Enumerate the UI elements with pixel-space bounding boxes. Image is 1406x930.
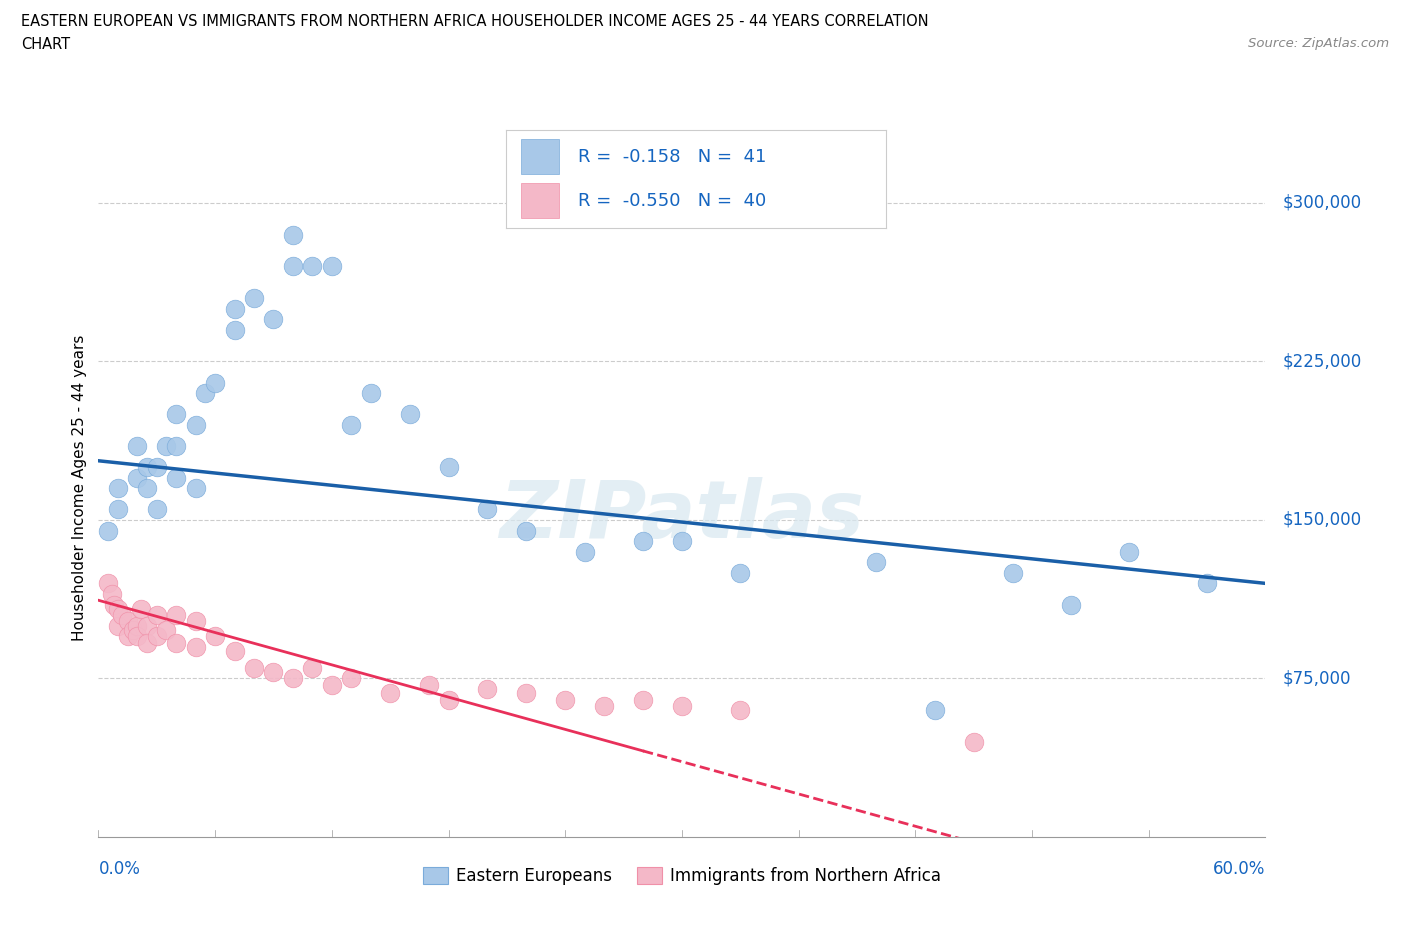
Y-axis label: Householder Income Ages 25 - 44 years: Householder Income Ages 25 - 44 years bbox=[72, 335, 87, 642]
Point bbox=[127, 471, 149, 485]
Point bbox=[340, 418, 363, 432]
Point bbox=[204, 629, 226, 644]
Point bbox=[155, 622, 177, 637]
Point bbox=[281, 259, 304, 273]
Point bbox=[477, 502, 499, 517]
Legend: Eastern Europeans, Immigrants from Northern Africa: Eastern Europeans, Immigrants from North… bbox=[416, 860, 948, 892]
Text: R =  -0.158   N =  41: R = -0.158 N = 41 bbox=[578, 148, 766, 166]
Point bbox=[224, 323, 246, 338]
Point bbox=[97, 576, 120, 591]
Text: 0.0%: 0.0% bbox=[98, 860, 141, 878]
Point bbox=[165, 471, 187, 485]
Point bbox=[136, 618, 159, 633]
Point bbox=[340, 671, 363, 686]
Point bbox=[515, 685, 537, 700]
Text: CHART: CHART bbox=[21, 37, 70, 52]
Point bbox=[224, 644, 246, 658]
Point bbox=[129, 602, 152, 617]
Point bbox=[301, 660, 323, 675]
Point bbox=[184, 418, 207, 432]
Point bbox=[301, 259, 323, 273]
Point bbox=[243, 290, 266, 305]
Point bbox=[730, 565, 752, 580]
Point bbox=[1060, 597, 1083, 612]
Point bbox=[204, 375, 226, 390]
Point bbox=[107, 481, 129, 496]
Point bbox=[593, 698, 616, 713]
Point bbox=[671, 534, 693, 549]
Point bbox=[418, 677, 440, 692]
Point bbox=[107, 602, 129, 617]
Point bbox=[281, 227, 304, 242]
Point bbox=[962, 735, 984, 750]
Point bbox=[146, 629, 169, 644]
Point bbox=[136, 459, 159, 474]
Point bbox=[165, 439, 187, 454]
Text: R =  -0.550   N =  40: R = -0.550 N = 40 bbox=[578, 192, 766, 209]
Point bbox=[360, 386, 382, 401]
Point bbox=[146, 459, 169, 474]
Point bbox=[631, 692, 654, 707]
Point bbox=[398, 406, 420, 421]
Point bbox=[97, 523, 120, 538]
Text: $225,000: $225,000 bbox=[1282, 352, 1361, 370]
Point bbox=[107, 502, 129, 517]
Point bbox=[101, 587, 124, 602]
Point bbox=[184, 481, 207, 496]
Point bbox=[165, 406, 187, 421]
Point bbox=[1001, 565, 1024, 580]
Point bbox=[437, 459, 460, 474]
Point bbox=[554, 692, 576, 707]
Point bbox=[321, 259, 343, 273]
Point bbox=[136, 481, 159, 496]
FancyBboxPatch shape bbox=[522, 139, 560, 174]
Point bbox=[437, 692, 460, 707]
Point bbox=[103, 597, 125, 612]
Point bbox=[1195, 576, 1218, 591]
Point bbox=[127, 629, 149, 644]
Point bbox=[117, 629, 139, 644]
Point bbox=[262, 665, 284, 680]
Text: $75,000: $75,000 bbox=[1282, 670, 1351, 687]
Point bbox=[111, 607, 134, 622]
Point bbox=[574, 544, 596, 559]
Point bbox=[184, 614, 207, 629]
Text: EASTERN EUROPEAN VS IMMIGRANTS FROM NORTHERN AFRICA HOUSEHOLDER INCOME AGES 25 -: EASTERN EUROPEAN VS IMMIGRANTS FROM NORT… bbox=[21, 14, 929, 29]
Point bbox=[631, 534, 654, 549]
Point bbox=[671, 698, 693, 713]
Point bbox=[107, 618, 129, 633]
Text: $300,000: $300,000 bbox=[1282, 194, 1361, 212]
Point bbox=[243, 660, 266, 675]
Point bbox=[146, 607, 169, 622]
Point bbox=[127, 439, 149, 454]
Text: Source: ZipAtlas.com: Source: ZipAtlas.com bbox=[1249, 37, 1389, 50]
Point bbox=[378, 685, 402, 700]
Point bbox=[136, 635, 159, 650]
Point bbox=[194, 386, 217, 401]
Point bbox=[155, 439, 177, 454]
FancyBboxPatch shape bbox=[522, 183, 560, 219]
Point bbox=[184, 639, 207, 654]
Text: $150,000: $150,000 bbox=[1282, 511, 1361, 529]
Point bbox=[165, 607, 187, 622]
Text: 60.0%: 60.0% bbox=[1213, 860, 1265, 878]
Text: ZIPatlas: ZIPatlas bbox=[499, 477, 865, 555]
Point bbox=[924, 703, 946, 718]
Point bbox=[122, 622, 145, 637]
Point bbox=[146, 502, 169, 517]
Point bbox=[865, 555, 887, 570]
Point bbox=[117, 614, 139, 629]
Point bbox=[127, 618, 149, 633]
Point bbox=[224, 301, 246, 316]
Point bbox=[262, 312, 284, 326]
Point bbox=[321, 677, 343, 692]
Point bbox=[281, 671, 304, 686]
Point bbox=[730, 703, 752, 718]
Point bbox=[477, 682, 499, 697]
Point bbox=[165, 635, 187, 650]
Point bbox=[515, 523, 537, 538]
Point bbox=[1118, 544, 1140, 559]
